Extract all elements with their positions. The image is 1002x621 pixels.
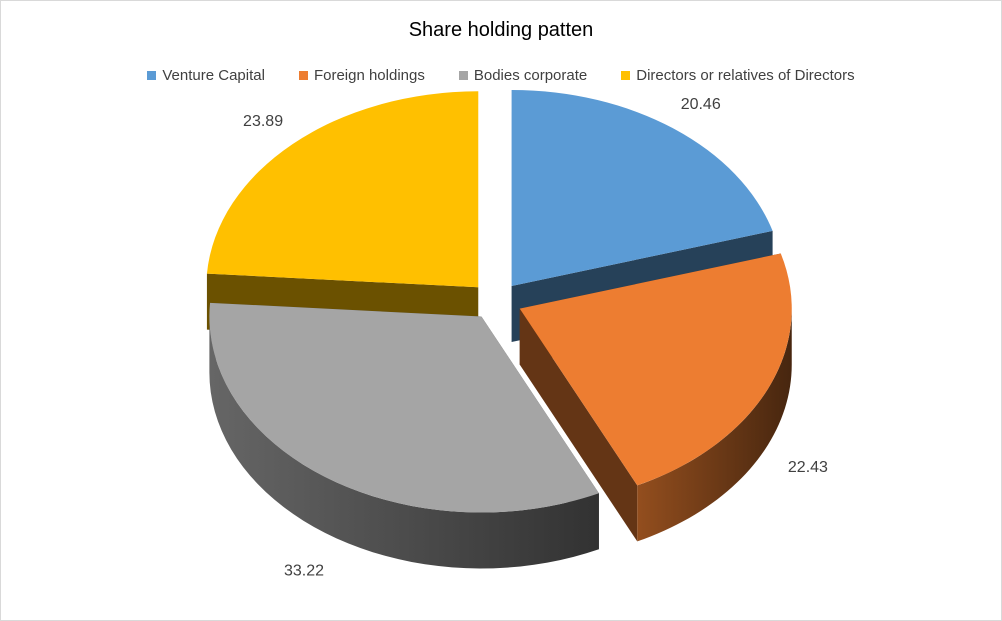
pie-slice-directors-or-relatives-of-directors: [206, 91, 479, 288]
legend-item: Venture Capital: [147, 67, 265, 84]
pie-slice-bodies-corporate: [209, 302, 599, 513]
data-label: 22.43: [788, 459, 828, 476]
data-label: 33.22: [284, 563, 324, 580]
slice-rim-side: [637, 308, 792, 542]
pie-slice-foreign-holdings: [519, 253, 792, 486]
legend-swatch: [621, 71, 631, 80]
legend-swatch: [458, 71, 468, 80]
legend-item: Foreign holdings: [298, 67, 425, 84]
legend-label: Directors or relatives of Directors: [636, 67, 855, 84]
pie-top-layer: [206, 90, 792, 513]
legend-swatch: [147, 71, 157, 80]
chart-title: Share holding patten: [408, 19, 594, 41]
legend-item: Bodies corporate: [458, 67, 588, 84]
legend-label: Foreign holdings: [313, 67, 425, 84]
data-label: 20.46: [681, 96, 721, 113]
data-label: 23.89: [243, 113, 283, 130]
legend-label: Bodies corporate: [473, 67, 588, 84]
pie-slice-venture-capital: [511, 90, 773, 287]
slice-radial-side: [519, 308, 638, 542]
legend-swatch: [298, 71, 308, 80]
slice-rim-side: [209, 316, 599, 569]
legend-label: Venture Capital: [162, 67, 265, 84]
legend-item: Directors or relatives of Directors: [621, 67, 855, 84]
legend: Venture Capital Foreign holdings Bodies co…: [1, 67, 1001, 84]
